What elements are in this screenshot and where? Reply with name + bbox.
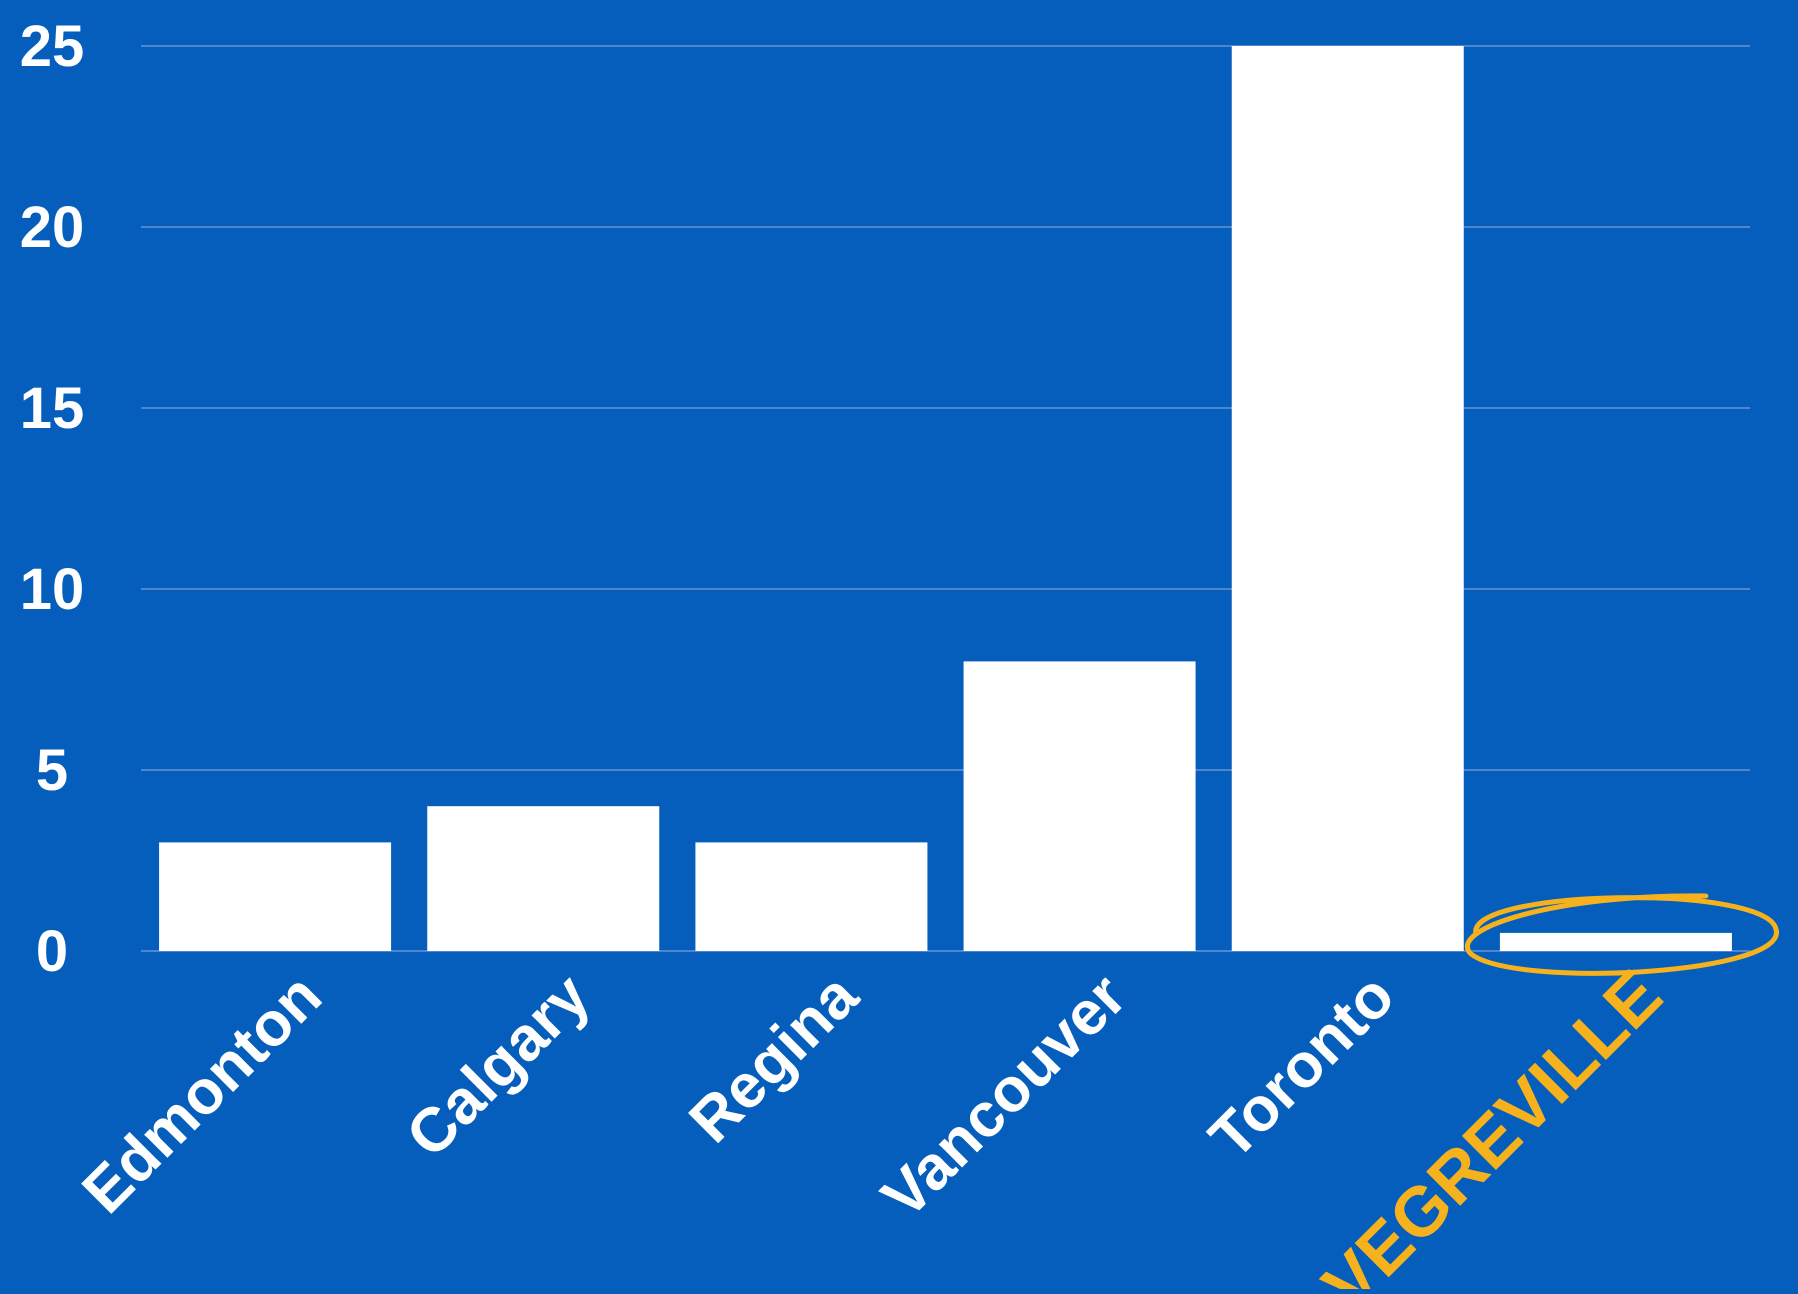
bar-toronto bbox=[1231, 46, 1464, 951]
y-tick-label: 5 bbox=[36, 738, 68, 803]
y-tick-label: 15 bbox=[20, 376, 85, 441]
y-axis-ticks: 0 5 10 15 20 25 bbox=[20, 14, 85, 984]
bars bbox=[159, 46, 1732, 951]
bar-edmonton bbox=[159, 842, 392, 951]
y-tick-label: 0 bbox=[36, 919, 68, 984]
highlight-annotation bbox=[1464, 893, 1779, 976]
x-tick-label-calgary: Calgary bbox=[394, 961, 604, 1171]
bar-regina bbox=[695, 842, 928, 951]
x-tick-label-regina: Regina bbox=[676, 961, 871, 1156]
gridlines bbox=[141, 45, 1750, 952]
highlight-circle bbox=[1464, 893, 1779, 976]
bar-calgary bbox=[427, 806, 660, 951]
x-tick-label-vancouver: Vancouver bbox=[869, 961, 1140, 1232]
y-tick-label: 10 bbox=[20, 557, 85, 622]
x-tick-label-edmonton: Edmonton bbox=[69, 961, 335, 1227]
bar-vancouver bbox=[963, 661, 1196, 951]
y-tick-label: 20 bbox=[20, 195, 85, 260]
bar-vegreville bbox=[1499, 932, 1732, 951]
y-tick-label: 25 bbox=[20, 14, 85, 79]
x-tick-label-toronto: Toronto bbox=[1197, 961, 1408, 1172]
